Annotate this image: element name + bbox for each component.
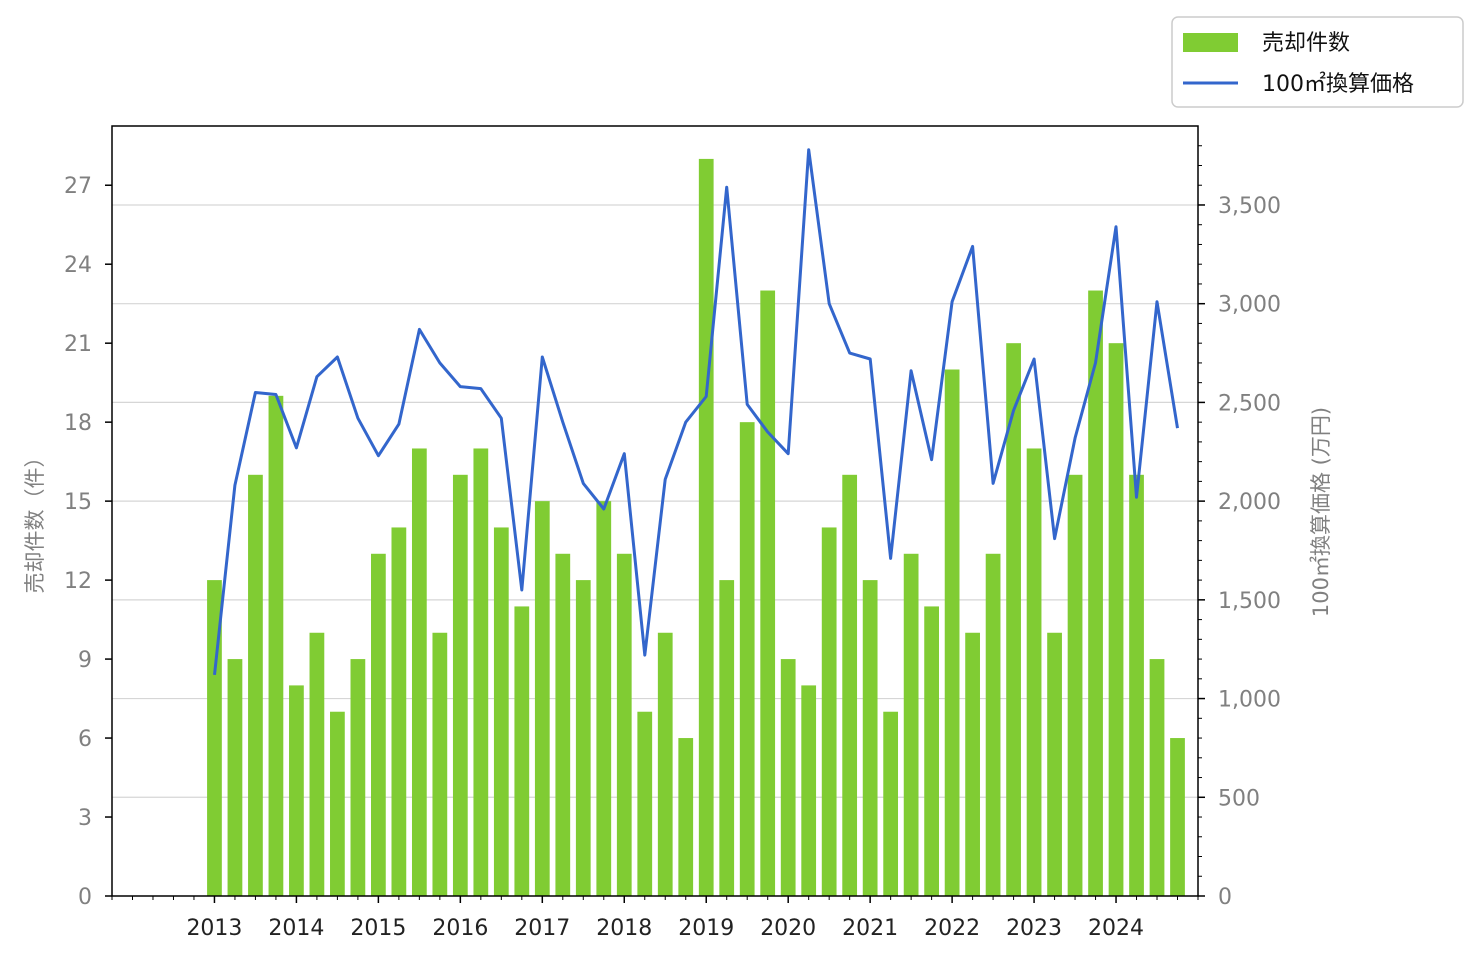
x-tick-label: 2013 <box>186 916 242 941</box>
bar <box>514 606 530 896</box>
bar <box>1047 632 1062 896</box>
left-axis-label: 売却件数（件） <box>23 447 47 594</box>
left-tick-label: 21 <box>64 332 92 357</box>
bar <box>944 369 960 896</box>
bar <box>965 632 980 896</box>
bar <box>883 711 899 896</box>
price-line <box>213 148 1179 676</box>
bar <box>739 422 755 896</box>
bar <box>821 527 837 896</box>
left-tick-label: 0 <box>78 885 92 910</box>
bar <box>985 553 1001 896</box>
bar <box>760 290 776 896</box>
bar <box>698 158 714 896</box>
bar <box>371 553 386 896</box>
left-axis-ticks: 0 3 6 9 12 15 18 21 24 27 <box>64 174 112 910</box>
bar <box>432 632 448 896</box>
bar <box>248 474 263 896</box>
bar <box>780 659 796 896</box>
bar <box>862 580 878 896</box>
legend: 売却件数 100㎡換算価格 <box>1171 16 1464 108</box>
bar <box>1026 448 1042 896</box>
right-tick-label: 3,500 <box>1218 194 1281 219</box>
legend-label-line: 100㎡換算価格 <box>1262 71 1414 97</box>
left-tick-label: 12 <box>64 569 92 594</box>
bar <box>801 685 817 896</box>
bar <box>1067 474 1083 896</box>
right-tick-label: 2,500 <box>1218 391 1281 416</box>
x-tick-label: 2019 <box>678 916 734 941</box>
bar <box>330 711 345 896</box>
x-tick-label: 2014 <box>268 916 324 941</box>
bar <box>903 553 919 896</box>
bar <box>452 474 468 896</box>
bar <box>1170 738 1185 896</box>
left-tick-label: 27 <box>64 174 92 199</box>
bar <box>678 738 694 896</box>
bar <box>411 448 427 896</box>
left-tick-label: 15 <box>64 490 92 515</box>
bar <box>1088 290 1103 896</box>
bar <box>493 527 509 896</box>
left-tick-label: 6 <box>78 727 92 752</box>
bar <box>207 580 222 896</box>
bar <box>616 553 632 896</box>
legend-swatch-bar <box>1183 33 1238 52</box>
right-tick-label: 3,000 <box>1218 293 1281 318</box>
bar-series <box>207 158 1185 897</box>
bar <box>268 395 284 896</box>
bar <box>534 501 550 896</box>
bar <box>575 580 591 896</box>
bar <box>1129 474 1144 896</box>
bar <box>350 659 366 896</box>
line-series <box>213 148 1179 676</box>
left-tick-label: 18 <box>64 411 92 436</box>
x-tick-label: 2024 <box>1088 916 1144 941</box>
x-tick-label: 2022 <box>924 916 980 941</box>
bar <box>1149 659 1165 896</box>
x-tick-label: 2023 <box>1006 916 1062 941</box>
left-tick-label: 3 <box>78 806 92 831</box>
bar <box>391 527 407 896</box>
bar <box>637 711 653 896</box>
x-tick-label: 2020 <box>760 916 816 941</box>
right-tick-label: 2,000 <box>1218 490 1281 515</box>
right-tick-label: 500 <box>1218 786 1260 811</box>
bar <box>924 606 939 896</box>
bar <box>719 580 735 896</box>
left-tick-label: 24 <box>64 253 92 278</box>
x-tick-label: 2021 <box>842 916 898 941</box>
right-axis-label: 100㎡換算価格 (万円) <box>1309 407 1333 617</box>
x-axis-ticks: 2013 2014 2015 2016 2017 2018 2019 2020 2021 2022… <box>111 896 1199 941</box>
x-tick-label: 2015 <box>350 916 406 941</box>
x-tick-label: 2016 <box>432 916 488 941</box>
plot-frame <box>111 125 1199 897</box>
bar <box>289 685 304 896</box>
bar <box>1006 343 1021 897</box>
x-tick-label: 2018 <box>596 916 652 941</box>
bar <box>473 448 489 896</box>
legend-box <box>1171 16 1464 108</box>
bar <box>842 474 858 896</box>
bar <box>1108 343 1124 897</box>
right-tick-label: 1,000 <box>1218 688 1281 713</box>
bar <box>657 632 673 896</box>
left-tick-label: 9 <box>78 648 92 673</box>
right-tick-label: 1,500 <box>1218 589 1281 614</box>
bar <box>309 632 325 896</box>
x-tick-label: 2017 <box>514 916 570 941</box>
legend-label-bar: 売却件数 <box>1262 31 1350 56</box>
bar <box>555 553 571 896</box>
right-tick-label: 0 <box>1218 885 1232 910</box>
bar <box>227 659 243 896</box>
bar <box>596 501 612 896</box>
right-axis-ticks: 0 500 1,000 1,500 2,000 2,500 3,000 3,500 <box>1198 145 1281 910</box>
